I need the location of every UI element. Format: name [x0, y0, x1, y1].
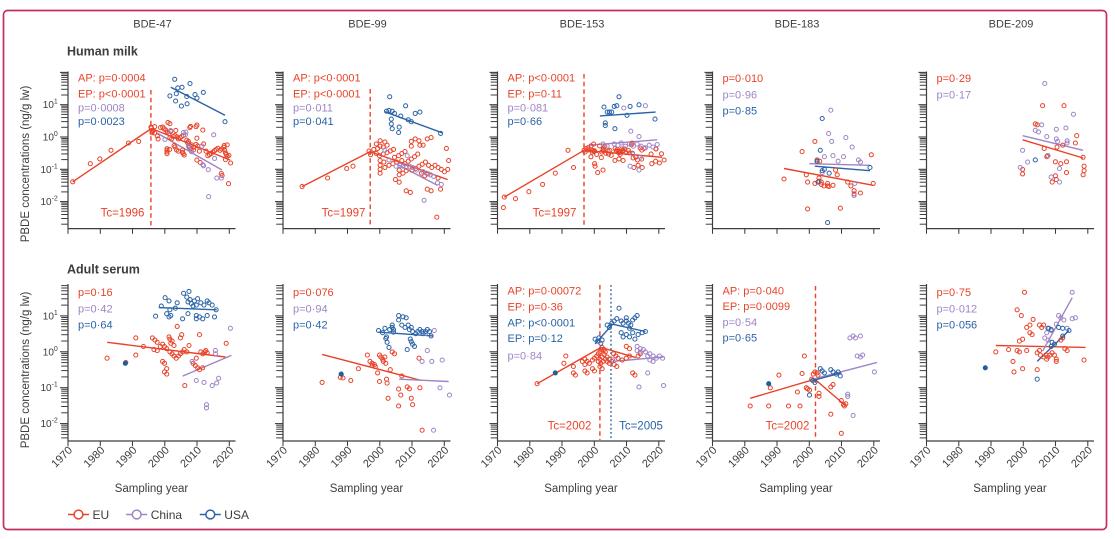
svg-text:AP: p<0·0001: AP: p<0·0001	[508, 317, 576, 329]
svg-text:Sampling year: Sampling year	[759, 483, 833, 495]
svg-text:p=0·84: p=0·84	[508, 350, 543, 362]
svg-text:p=0·17: p=0·17	[937, 89, 972, 101]
svg-text:EP: p=0·11: EP: p=0·11	[508, 89, 563, 101]
svg-text:EP: p=0·36: EP: p=0·36	[508, 302, 563, 314]
svg-text:EP: p=0·0099: EP: p=0·0099	[723, 301, 791, 313]
svg-text:p=0·16: p=0·16	[78, 287, 113, 299]
svg-text:p=0·64: p=0·64	[78, 320, 113, 332]
svg-text:p=0·0023: p=0·0023	[78, 116, 125, 128]
svg-text:p=0·94: p=0·94	[293, 303, 328, 315]
svg-text:p=0·012: p=0·012	[937, 303, 978, 315]
svg-text:p=0·010: p=0·010	[723, 73, 764, 85]
svg-text:USA: USA	[224, 508, 249, 522]
svg-text:Tc=1996: Tc=1996	[101, 207, 145, 219]
svg-text:Sampling year: Sampling year	[973, 483, 1047, 495]
svg-text:p=0·041: p=0·041	[293, 116, 334, 128]
svg-text:p=0·011: p=0·011	[293, 103, 333, 115]
svg-text:PBDE concentrations (ng/g lw): PBDE concentrations (ng/g lw)	[20, 292, 32, 449]
svg-text:Tc=1997: Tc=1997	[533, 207, 577, 219]
svg-text:p=0·42: p=0·42	[293, 320, 328, 332]
svg-text:Sampling year: Sampling year	[115, 483, 189, 495]
svg-text:Adult serum: Adult serum	[67, 263, 140, 277]
svg-text:BDE-183: BDE-183	[775, 18, 820, 30]
svg-text:p=0·65: p=0·65	[723, 333, 758, 345]
svg-text:Tc=1997: Tc=1997	[322, 207, 366, 219]
svg-text:p=0·66: p=0·66	[508, 116, 543, 128]
svg-text:EP: p=0·12: EP: p=0·12	[508, 333, 563, 345]
svg-text:p=0·85: p=0·85	[723, 105, 758, 117]
svg-text:BDE-209: BDE-209	[989, 18, 1034, 30]
svg-text:p=0·75: p=0·75	[937, 287, 972, 299]
svg-text:Tc=2002: Tc=2002	[548, 420, 592, 432]
svg-text:AP: p<0·0001: AP: p<0·0001	[293, 73, 361, 85]
svg-text:EP: p<0·0001: EP: p<0·0001	[78, 89, 146, 101]
svg-text:Tc=2002: Tc=2002	[766, 420, 810, 432]
svg-text:EU: EU	[93, 508, 110, 522]
svg-text:p=0·42: p=0·42	[78, 303, 113, 315]
svg-text:p=0·29: p=0·29	[937, 73, 972, 85]
svg-text:Tc=2005: Tc=2005	[619, 420, 663, 432]
svg-text:AP: p=0·0004: AP: p=0·0004	[78, 73, 146, 85]
svg-text:BDE-99: BDE-99	[348, 18, 387, 30]
svg-text:p=0·96: p=0·96	[723, 89, 758, 101]
svg-text:EP: p<0·0001: EP: p<0·0001	[293, 89, 361, 101]
svg-text:p=0·54: p=0·54	[723, 317, 758, 329]
svg-text:PBDE concentrations (ng/g lw): PBDE concentrations (ng/g lw)	[20, 86, 32, 243]
svg-text:p=0·056: p=0·056	[937, 320, 978, 332]
svg-text:p=0·076: p=0·076	[293, 287, 334, 299]
svg-text:AP: p=0·040: AP: p=0·040	[723, 286, 784, 298]
svg-text:BDE-153: BDE-153	[560, 18, 605, 30]
svg-text:p=0·081: p=0·081	[508, 103, 549, 115]
svg-text:p=0·0008: p=0·0008	[78, 103, 125, 115]
svg-text:Human milk: Human milk	[67, 45, 138, 59]
svg-text:AP: p<0·0001: AP: p<0·0001	[508, 73, 576, 85]
svg-text:China: China	[151, 508, 183, 522]
svg-text:BDE-47: BDE-47	[133, 18, 172, 30]
svg-text:Sampling year: Sampling year	[544, 483, 618, 495]
svg-text:AP: p=0·00072: AP: p=0·00072	[508, 286, 582, 298]
svg-text:Sampling year: Sampling year	[330, 483, 404, 495]
